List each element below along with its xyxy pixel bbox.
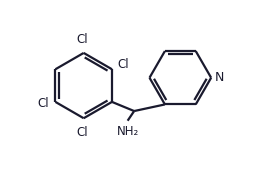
Text: Cl: Cl (77, 125, 88, 139)
Text: NH₂: NH₂ (116, 125, 139, 138)
Text: Cl: Cl (37, 97, 49, 110)
Text: Cl: Cl (77, 33, 88, 46)
Text: N: N (215, 71, 224, 84)
Text: Cl: Cl (118, 58, 129, 71)
